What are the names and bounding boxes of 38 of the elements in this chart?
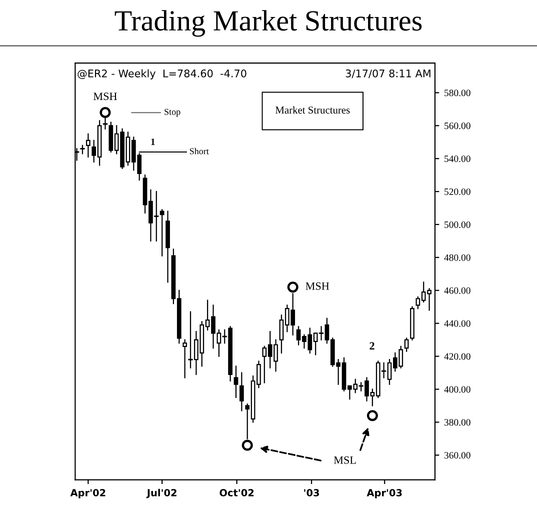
candlestick — [86, 133, 90, 158]
x-tick-label: Oct'02 — [220, 489, 254, 496]
annotation: @ER2 - Weekly L=784.60 -4.70 — [78, 69, 246, 80]
annotation: Stop — [164, 108, 180, 117]
point — [100, 106, 111, 118]
x-tick-label: Apr'02 — [70, 489, 106, 498]
candlestick — [239, 372, 244, 412]
candlestick — [182, 339, 187, 378]
point — [366, 410, 378, 422]
x-tick-label: Jul'02 — [146, 488, 176, 498]
y-tick-label: 460.00 — [444, 287, 470, 294]
y-tick-label: 400.00 — [444, 386, 470, 393]
y-tick-label: 560.00 — [444, 122, 470, 130]
y-tick-label: 360.00 — [444, 452, 470, 459]
y-tick-label: 480.00 — [444, 254, 470, 261]
candlestick — [234, 366, 238, 398]
y-tick-label: 380.00 — [444, 419, 470, 426]
chart-title: Trading Market Structures — [114, 10, 422, 37]
annotation: Market Structures — [275, 106, 350, 114]
annotation: Short — [190, 148, 209, 154]
x-tick-label: '03 — [304, 489, 319, 496]
y-tick-label: 500.00 — [444, 221, 470, 228]
candlestick — [404, 338, 409, 352]
y-tick-label: 420.00 — [444, 353, 470, 360]
annotation: 1 — [151, 138, 155, 145]
point — [287, 282, 298, 293]
y-tick-label: 440.00 — [444, 320, 470, 327]
annotation: 2 — [370, 342, 374, 350]
annotation: MSL — [334, 456, 356, 464]
point — [242, 440, 253, 451]
y-tick-label: 520.00 — [444, 188, 470, 196]
y-tick-label: 540.00 — [444, 156, 470, 162]
annotation: MSH — [306, 282, 330, 290]
y-tick-label: 580.00 — [444, 90, 470, 96]
annotation: 3/17/07 8:11 AM — [346, 69, 430, 78]
annotation: MSH — [94, 92, 117, 100]
x-tick-label: Apr'03 — [366, 489, 402, 498]
candlestick — [160, 209, 164, 256]
